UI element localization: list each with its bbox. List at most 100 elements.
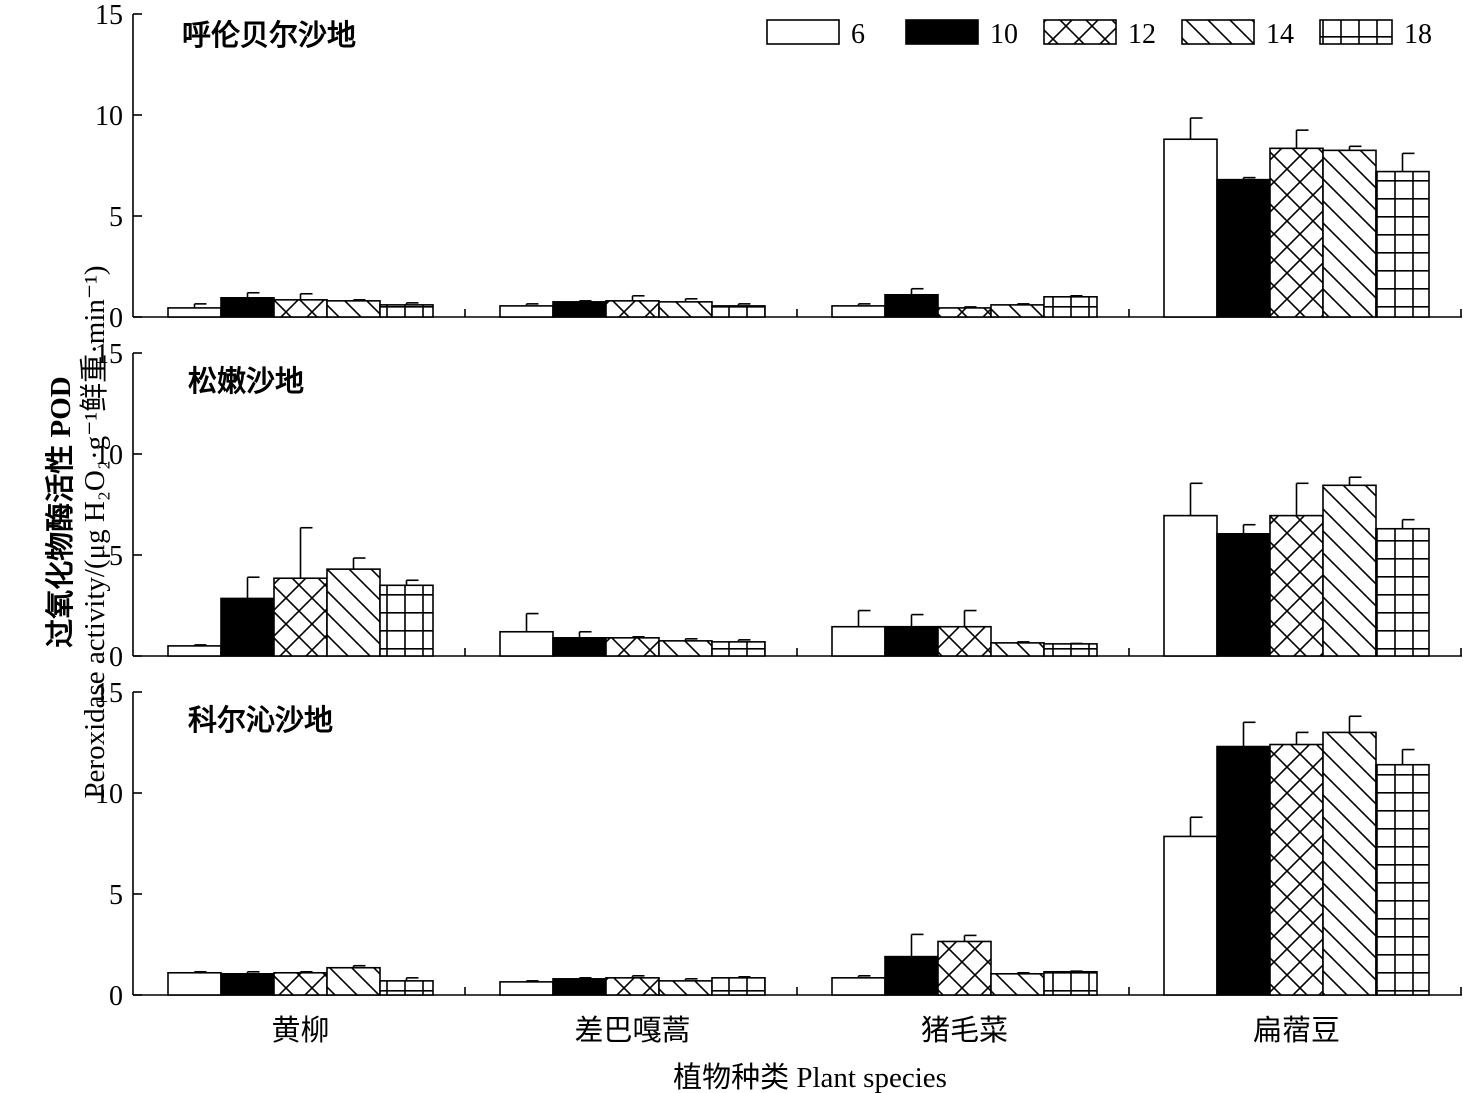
x-tick-label: 差巴嘎蒿 — [574, 1014, 690, 1047]
panel-title: 呼伦贝尔沙地 — [182, 18, 356, 52]
bar-18-扁蓿豆 — [1375, 527, 1430, 657]
y-tick-label: 10 — [95, 779, 123, 810]
bar-14-黄柳 — [326, 568, 381, 657]
bar-14-猪毛菜 — [990, 972, 1045, 996]
panel-title: 松嫩沙地 — [188, 365, 304, 398]
y-tick-label: 5 — [109, 880, 123, 911]
panel-1: 0 5 10 15 呼伦贝尔沙地 — [95, 0, 1462, 334]
bar-14-猪毛菜 — [990, 304, 1045, 318]
bar-6-差巴嘎蒿 — [499, 305, 554, 318]
bar-12-扁蓿豆 — [1269, 743, 1324, 996]
bar-10-黄柳 — [220, 297, 275, 318]
legend-label-6: 6 — [851, 19, 865, 50]
y-tick-label: 10 — [95, 440, 123, 471]
bar-6-黄柳 — [167, 971, 222, 996]
bar-10-猪毛菜 — [884, 955, 939, 996]
bar-6-扁蓿豆 — [1163, 835, 1218, 996]
y-tick-label: 15 — [95, 0, 123, 31]
bar-14-扁蓿豆 — [1322, 149, 1377, 318]
legend-swatch-14 — [1181, 19, 1255, 45]
bar-6-扁蓿豆 — [1163, 514, 1218, 657]
legend-label-10: 10 — [990, 19, 1018, 50]
legend-label-14: 14 — [1266, 19, 1294, 50]
bar-12-差巴嘎蒿 — [605, 300, 660, 318]
bar-18-差巴嘎蒿 — [711, 977, 766, 996]
bar-14-差巴嘎蒿 — [658, 640, 713, 657]
bar-10-差巴嘎蒿 — [552, 301, 607, 318]
legend-swatch-10 — [905, 19, 979, 45]
chart-legend: 6 10 12 14 18 — [766, 19, 1432, 50]
legend-swatch-12 — [1043, 19, 1117, 45]
y-tick-label: 5 — [109, 541, 123, 572]
bar-6-猪毛菜 — [831, 305, 886, 318]
legend-label-18: 18 — [1404, 19, 1432, 50]
bar-12-猪毛菜 — [937, 625, 992, 657]
bar-12-猪毛菜 — [937, 940, 992, 996]
bar-12-猪毛菜 — [937, 307, 992, 318]
bar-6-扁蓿豆 — [1163, 138, 1218, 318]
y-tick-label: 15 — [95, 678, 123, 709]
bar-12-黄柳 — [273, 299, 328, 318]
bar-14-差巴嘎蒿 — [658, 301, 713, 318]
x-axis-title: 植物种类 Plant species — [673, 1061, 947, 1093]
bar-18-差巴嘎蒿 — [711, 305, 766, 318]
bar-18-黄柳 — [379, 304, 434, 318]
bar-10-差巴嘎蒿 — [552, 637, 607, 657]
legend-swatch-18 — [1319, 19, 1393, 45]
y-axis-title-en: Peroxidase activity/(μg H₂O₂·g⁻¹鲜重·min⁻¹… — [78, 265, 111, 798]
bar-18-猪毛菜 — [1043, 970, 1098, 996]
y-tick-label: 0 — [109, 303, 123, 334]
y-tick-label: 0 — [109, 642, 123, 673]
bar-18-黄柳 — [379, 980, 434, 996]
panel-2: 0 5 10 15 松嫩沙地 — [95, 339, 1462, 673]
x-tick-label: 扁蓿豆 — [1253, 1014, 1340, 1047]
y-axis-title-cn: 过氧化物酶活性 POD — [44, 376, 77, 647]
bar-12-黄柳 — [273, 971, 328, 996]
bar-14-扁蓿豆 — [1322, 731, 1377, 996]
x-tick-label: 猪毛菜 — [921, 1014, 1008, 1047]
legend-swatch-6 — [766, 19, 840, 45]
bar-14-扁蓿豆 — [1322, 484, 1377, 657]
y-tick-label: 15 — [95, 339, 123, 370]
y-tick-label: 5 — [109, 202, 123, 233]
y-axis-title-group: 过氧化物酶活性 POD Peroxidase activity/(μg H₂O₂… — [44, 265, 111, 798]
bar-12-黄柳 — [273, 577, 328, 657]
bar-6-黄柳 — [167, 307, 222, 318]
x-tick-label: 黄柳 — [271, 1014, 329, 1047]
bar-10-猪毛菜 — [884, 293, 939, 318]
legend-label-12: 12 — [1128, 19, 1156, 50]
bar-18-猪毛菜 — [1043, 643, 1098, 657]
bar-14-猪毛菜 — [990, 642, 1045, 657]
bar-18-黄柳 — [379, 584, 434, 657]
bar-6-黄柳 — [167, 645, 222, 657]
panel-3: 0 5 10 15 科尔沁沙地 — [95, 678, 1462, 1012]
bar-18-差巴嘎蒿 — [711, 641, 766, 657]
category-labels: 黄柳 差巴嘎蒿 猪毛菜 扁蓿豆 — [271, 1014, 1340, 1047]
bar-12-差巴嘎蒿 — [605, 977, 660, 996]
bar-12-差巴嘎蒿 — [605, 637, 660, 657]
bar-18-猪毛菜 — [1043, 295, 1098, 318]
panel-title: 科尔沁沙地 — [188, 704, 333, 737]
bar-10-扁蓿豆 — [1216, 178, 1271, 318]
bar-14-差巴嘎蒿 — [658, 980, 713, 996]
bar-14-黄柳 — [326, 300, 381, 318]
bar-18-扁蓿豆 — [1375, 170, 1430, 318]
bar-6-差巴嘎蒿 — [499, 630, 554, 657]
bar-14-黄柳 — [326, 966, 381, 996]
bar-10-猪毛菜 — [884, 625, 939, 657]
bar-6-猪毛菜 — [831, 625, 886, 657]
bar-12-扁蓿豆 — [1269, 147, 1324, 318]
y-tick-label: 0 — [109, 981, 123, 1012]
chart-panels: 0 5 10 15 呼伦贝尔沙地 0 5 10 15 松嫩沙地 0 5 10 15 科尔沁沙地 — [95, 0, 1462, 1012]
bar-10-黄柳 — [220, 597, 275, 657]
bar-10-扁蓿豆 — [1216, 745, 1271, 996]
bar-6-差巴嘎蒿 — [499, 981, 554, 996]
bar-12-扁蓿豆 — [1269, 514, 1324, 657]
y-tick-label: 10 — [95, 101, 123, 132]
bar-10-黄柳 — [220, 972, 275, 996]
bar-10-扁蓿豆 — [1216, 532, 1271, 657]
bar-18-扁蓿豆 — [1375, 763, 1430, 996]
bar-6-猪毛菜 — [831, 977, 886, 996]
